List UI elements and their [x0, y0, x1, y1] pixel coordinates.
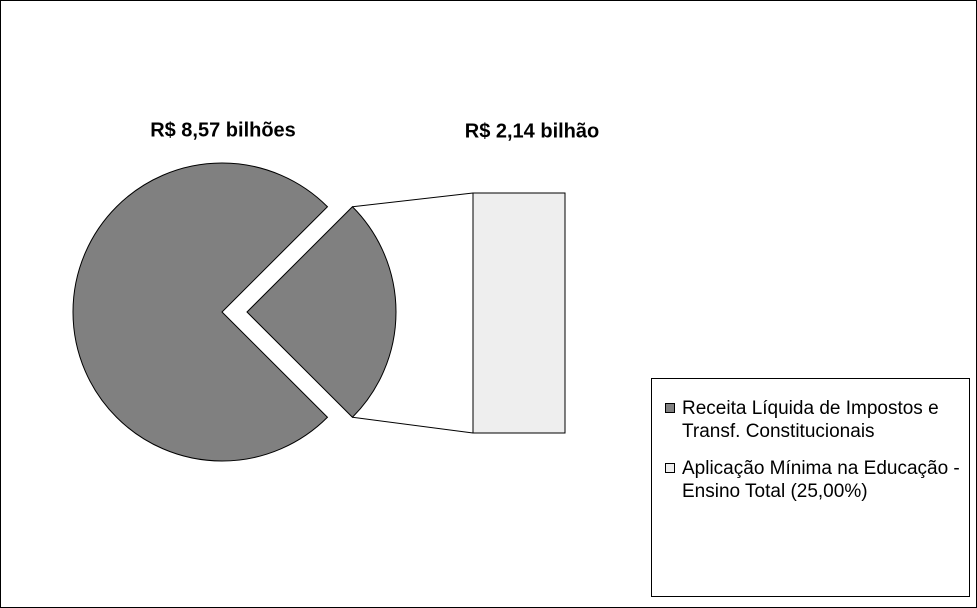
bar — [472, 192, 566, 434]
connector — [352, 192, 474, 208]
connector — [352, 416, 474, 434]
legend-entry: Aplicação Mínima na Educação - Ensino To… — [665, 457, 967, 503]
legend-label: Receita Líquida de Impostos e Transf. Co… — [682, 398, 939, 442]
legend-entry: Receita Líquida de Impostos e Transf. Co… — [665, 397, 967, 443]
pie-slice — [246, 206, 397, 418]
value-label: R$ 8,57 bilhões — [150, 119, 296, 141]
legend: Receita Líquida de Impostos e Transf. Co… — [651, 378, 970, 597]
value-label: R$ 2,14 bilhão — [465, 120, 600, 142]
legend-swatch — [665, 403, 675, 413]
legend-swatch — [665, 463, 675, 473]
pie-slice — [72, 162, 329, 462]
legend-label: Aplicação Mínima na Educação - Ensino To… — [682, 458, 960, 502]
